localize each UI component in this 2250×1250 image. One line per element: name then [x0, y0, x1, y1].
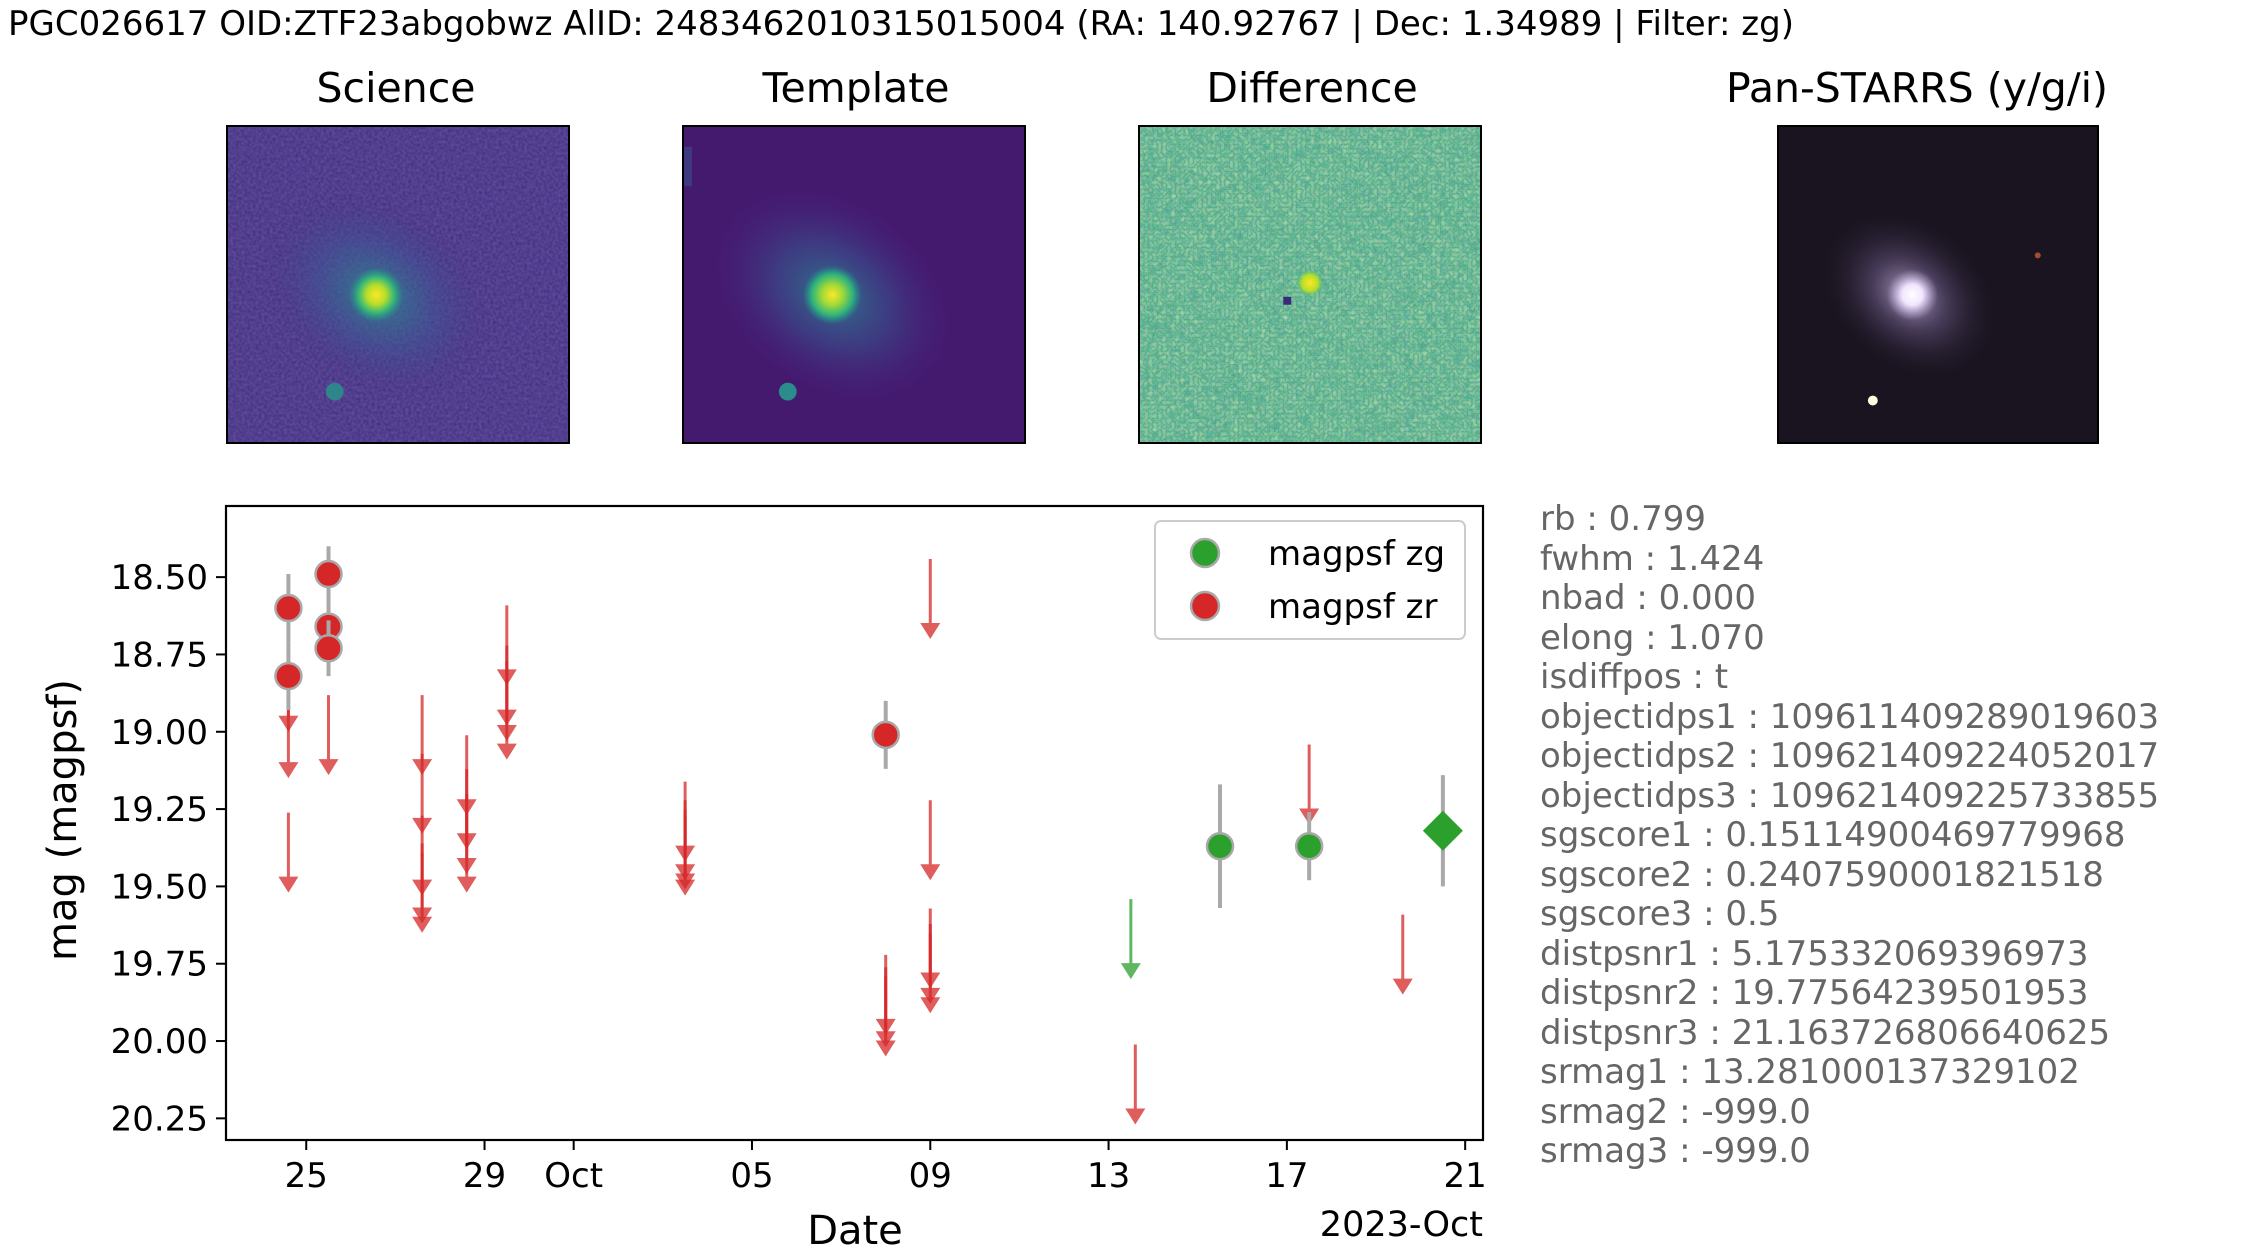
- upper-limit-arrow: [1125, 1044, 1146, 1125]
- upper-limit-head: [875, 1040, 896, 1057]
- info-line: srmag1 : 13.281000137329102: [1540, 1052, 2080, 1092]
- info-line: sgscore1 : 0.15114900469779968: [1540, 815, 2126, 855]
- y-tick-label: 18.75: [111, 635, 208, 675]
- legend: magpsf zg magpsf zr: [1154, 520, 1466, 640]
- detection-point: [1294, 831, 1324, 861]
- info-line: distpsnr2 : 19.77564239501953: [1540, 973, 2089, 1013]
- detection-point: [274, 593, 303, 623]
- legend-zr-label: magpsf zr: [1268, 587, 1437, 627]
- upper-limit-arrow: [278, 698, 299, 779]
- x-axis-offset-label: 2023-Oct: [1320, 1205, 1483, 1245]
- info-line: fwhm : 1.424: [1540, 538, 1765, 579]
- detection-point: [871, 720, 900, 750]
- template-image: [682, 125, 1026, 444]
- y-tick-label: 19.50: [111, 867, 208, 907]
- upper-limit-arrow: [496, 679, 517, 760]
- x-tick-label: 25: [285, 1156, 328, 1196]
- legend-zg-label: magpsf zg: [1268, 534, 1445, 574]
- legend-zr-marker: [1189, 590, 1221, 622]
- upper-limit-arrow: [920, 933, 941, 1014]
- upper-limit-head: [920, 997, 941, 1014]
- panstarrs-image: [1777, 125, 2099, 444]
- upper-limit-head: [920, 864, 941, 881]
- upper-limit-arrow: [920, 558, 941, 639]
- y-tick-label: 19.00: [111, 713, 208, 753]
- info-line: objectidps2 : 109621409224052017: [1540, 736, 2160, 776]
- upper-limit-head: [318, 759, 339, 776]
- figure-title: PGC026617 OID:ZTF23abgobwz AlID: 2483462…: [8, 4, 1794, 44]
- alert-info-panel: rb : 0.799 fwhm : 1.424 nbad : 0.000 elong …: [1540, 499, 2160, 1172]
- x-tick-label: 29: [463, 1156, 506, 1196]
- x-tick-label: Oct: [544, 1156, 603, 1196]
- upper-limit-arrow: [1120, 899, 1141, 980]
- upper-limit-head: [456, 876, 477, 893]
- difference-title: Difference: [1206, 64, 1418, 112]
- y-tick-label: 19.75: [111, 945, 208, 985]
- detection-point: [274, 661, 303, 691]
- x-tick-label: 05: [730, 1156, 773, 1196]
- upper-limit-arrow: [675, 815, 696, 896]
- upper-limit-head: [1120, 963, 1141, 980]
- detection-point: [314, 634, 343, 663]
- info-line: rb : 0.799: [1540, 499, 1706, 539]
- x-axis-label: Date: [807, 1208, 903, 1250]
- info-line: isdiffpos : t: [1540, 657, 1729, 697]
- difference-image: [1138, 125, 1482, 444]
- upper-limit-head: [1125, 1108, 1146, 1125]
- upper-limit-head: [920, 622, 941, 639]
- y-tick-label: 20.25: [111, 1099, 208, 1139]
- y-tick-label: 19.25: [111, 790, 208, 830]
- detection-point: [314, 559, 343, 589]
- detection-point: [1205, 831, 1235, 861]
- upper-limit-arrow: [875, 976, 896, 1057]
- upper-limit-arrow: [920, 800, 941, 881]
- x-tick-label: 13: [1087, 1156, 1130, 1196]
- upper-limit-arrow: [1392, 914, 1413, 995]
- info-line: srmag3 : -999.0: [1540, 1131, 1811, 1171]
- y-tick-label: 20.00: [111, 1022, 208, 1062]
- info-line: distpsnr3 : 21.163726806640625: [1540, 1012, 2111, 1053]
- upper-limit-arrow: [278, 812, 299, 893]
- upper-limit-head: [1392, 978, 1413, 995]
- current-alert-marker: [1422, 810, 1463, 851]
- upper-limit-arrow: [456, 812, 477, 893]
- info-line: srmag2 : -999.0: [1540, 1091, 1811, 1132]
- upper-limit-arrow: [412, 852, 433, 933]
- template-title: Template: [762, 64, 950, 112]
- y-axis-label: mag (magpsf): [40, 679, 86, 961]
- science-title: Science: [316, 64, 476, 112]
- y-tick-label: 18.50: [111, 558, 208, 598]
- plot-frame: [224, 504, 1485, 1142]
- x-tick-label: 21: [1444, 1156, 1487, 1196]
- science-image: [226, 125, 570, 444]
- info-line: sgscore3 : 0.5: [1540, 894, 1780, 934]
- info-line: elong : 1.070: [1540, 617, 1765, 658]
- upper-limit-head: [412, 916, 433, 933]
- upper-limit-head: [278, 876, 299, 893]
- info-line: sgscore2 : 0.2407590001821518: [1540, 854, 2104, 895]
- upper-limit-head: [675, 879, 696, 896]
- upper-limit-head: [496, 743, 517, 760]
- info-line: objectidps1 : 109611409289019603: [1540, 696, 2160, 737]
- info-line: objectidps3 : 109621409225733855: [1540, 775, 2160, 816]
- info-line: nbad : 0.000: [1540, 578, 1756, 618]
- legend-zg-marker: [1189, 537, 1221, 569]
- x-tick-label: 17: [1265, 1156, 1308, 1196]
- info-line: distpsnr1 : 5.175332069396973: [1540, 933, 2089, 974]
- panstarrs-title: Pan-STARRS (y/g/i): [1725, 64, 2109, 112]
- x-tick-label: 09: [909, 1156, 952, 1196]
- upper-limit-head: [278, 762, 299, 779]
- upper-limit-arrow: [318, 695, 339, 776]
